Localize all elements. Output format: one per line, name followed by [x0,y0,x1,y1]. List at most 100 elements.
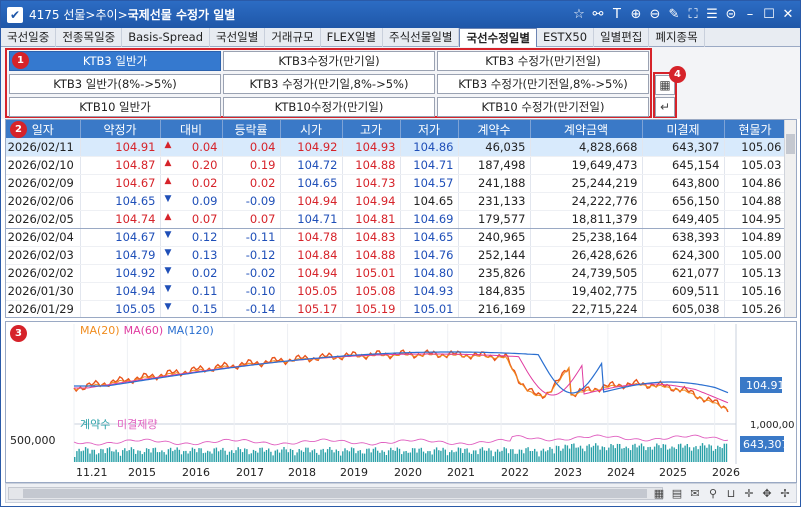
table-icon[interactable]: ▤ [671,486,683,500]
cell-price: 104.94 [80,282,161,301]
table-row[interactable]: 2026/02/09 104.67 ▲ 0.02 0.02 104.65 104.73 104… [6,174,787,193]
volume-bar [213,448,215,462]
cell-amt-text: 24,739,505 [571,266,638,280]
column-header-3[interactable]: 등락률 [222,120,281,138]
tab-2[interactable]: Basis-Spread [122,28,210,47]
table-row[interactable]: 2026/01/30 104.94 ▼ 0.11 -0.10 105.05 105.08 10… [6,282,787,301]
volume-bar [451,450,453,462]
expand-icon[interactable]: ✢ [780,486,790,500]
tab-7[interactable]: 국선수정일별 [459,28,537,47]
cell-rate: 0.02 [222,174,281,193]
column-header-4[interactable]: 시가 [280,120,343,138]
option-button-0-1[interactable]: KTB3수정가(만기일) [223,51,435,71]
cell-vol: 240,965 [458,228,531,247]
column-header-6[interactable]: 저가 [400,120,459,138]
option-button-2-2[interactable]: KTB10 수정가(만기전일) [437,97,649,117]
table-row[interactable]: 2026/02/11 104.91 ▲ 0.04 0.04 104.92 104.93 104… [6,138,787,157]
crosshair-icon[interactable]: ✛ [744,486,754,500]
option-button-1-2[interactable]: KTB3 수정가(만기전일,8%->5%) [437,74,649,94]
maximize-icon[interactable]: ☐ [763,6,775,22]
option-button-0-0[interactable]: KTB3 일반가 [9,51,221,71]
volume-axis-label: 500,000 [10,434,56,447]
tab-8[interactable]: ESTX50 [537,28,595,47]
table-row[interactable]: 2026/02/06 104.65 ▼ 0.09 -0.09 104.94 104.94 10… [6,192,787,211]
tab-3[interactable]: 국선일별 [210,28,266,47]
tab-10[interactable]: 폐지종목 [649,28,705,47]
option-button-1-1[interactable]: KTB3 수정가(만기일,8%->5%) [223,74,435,94]
volume-bar [316,452,318,462]
scroll-thumb[interactable] [786,134,795,154]
pin-icon[interactable]: ✎ [668,6,680,22]
option-button-2-1[interactable]: KTB10수정가(만기일) [223,97,435,117]
volume-bar [568,448,571,462]
table-row[interactable]: 2026/02/02 104.92 ▼ 0.02 -0.02 104.94 105.01 10… [6,264,787,283]
volume-bar [723,443,725,462]
volume-bar [239,449,242,462]
table-row[interactable]: 2026/02/03 104.79 ▼ 0.13 -0.12 104.84 104.88 10… [6,246,787,265]
tab-5[interactable]: FLEX일별 [321,28,383,47]
text-tool-icon[interactable]: T [613,6,621,22]
table-row[interactable]: 2026/02/05 104.74 ▲ 0.07 0.07 104.71 104.81 104… [6,210,787,229]
column-header-2[interactable]: 대비 [160,120,223,138]
price-chart[interactable]: MA(20) MA(60) MA(120) 계약수 미결제량 104.91 500,000 1… [6,322,796,482]
grid-view-icon[interactable]: ▦ [653,486,665,500]
tab-6[interactable]: 주식선물일별 [383,28,460,47]
zoom-out-icon[interactable]: ⊖ [649,6,661,22]
cell-amt-text: 25,244,219 [571,176,638,190]
cell-rate: -0.11 [222,228,281,247]
volume-bar [684,445,686,462]
option-button-1-0[interactable]: KTB3 일반가(8%->5%) [9,74,221,94]
column-header-5[interactable]: 고가 [342,120,401,138]
volume-bar [363,453,366,462]
table-row[interactable]: 2026/01/29 105.05 ▼ 0.15 -0.14 105.17 105.19 10… [6,300,787,317]
volume-bar [270,451,272,462]
column-header-9[interactable]: 미결제 [642,120,725,138]
tab-1[interactable]: 전종목일중 [56,28,123,47]
volume-bar [634,443,636,462]
volume-bar [710,445,712,462]
return-icon[interactable]: ↵ [655,97,675,117]
pin-icon[interactable]: ⚲ [708,486,718,500]
cell-price-text: 104.79 [115,248,156,262]
minimize-icon[interactable]: – [746,6,754,22]
volume-bar [228,451,231,462]
close-icon[interactable]: ✕ [782,6,794,22]
vertical-scrollbar[interactable] [784,120,796,317]
cell-price-text: 104.67 [115,230,156,244]
option-button-2-0[interactable]: KTB10 일반가 [9,97,221,117]
fullscreen-icon[interactable]: ⛶ [688,6,698,22]
volume-bar [355,453,357,462]
menu-icon[interactable]: ☰ [706,6,718,22]
hscroll-thumb[interactable] [23,489,647,498]
option-button-0-2[interactable]: KTB3 수정가(만기전일) [437,51,649,71]
tab-0[interactable]: 국선일중 [1,28,57,47]
data-table: 2 일자 약정가 대비 등락률 시가 고가 저가 계약수 계약금액 미결제 현물가 2026/02/… [5,119,797,318]
comment-icon[interactable]: ✉ [690,486,700,500]
volume-bar [425,453,427,462]
volume-bar [409,452,412,462]
horizontal-scrollbar[interactable] [8,487,663,500]
volume-bar [553,453,555,462]
tab-4[interactable]: 거래규모 [265,28,321,47]
zoom-in-icon[interactable]: ⊕ [630,6,642,22]
move-icon[interactable]: ✥ [762,486,772,500]
cell-spot-text: 104.88 [741,194,782,208]
column-header-8[interactable]: 계약금액 [530,120,643,138]
grid-icon[interactable]: ▦ [655,75,675,95]
table-row[interactable]: 2026/02/04 104.67 ▼ 0.12 -0.11 104.78 104.83 10… [6,228,787,247]
volume-bar [560,450,562,462]
table-row[interactable]: 2026/02/10 104.87 ▲ 0.20 0.19 104.72 104.88 104… [6,156,787,175]
link-icon[interactable]: ⚯ [592,6,604,22]
cell-spot: 104.89 [724,228,787,247]
column-header-10[interactable]: 현물가 [724,120,787,138]
cell-vol: 241,188 [458,174,531,193]
split-icon[interactable]: ⊔ [726,486,736,500]
tab-9[interactable]: 일별편집 [594,28,650,47]
column-header-1[interactable]: 약정가 [80,120,161,138]
minimize-circle-icon[interactable]: ⊝ [725,6,737,22]
cell-amt: 22,715,224 [530,300,643,317]
cell-vol-text: 252,144 [477,248,526,262]
column-header-7[interactable]: 계약수 [458,120,531,138]
star-icon[interactable]: ☆ [573,6,585,22]
tab-bar: 국선일중 전종목일중 Basis-Spread 국선일별 거래규모 FLEX일별 주식선물일… [1,28,800,47]
